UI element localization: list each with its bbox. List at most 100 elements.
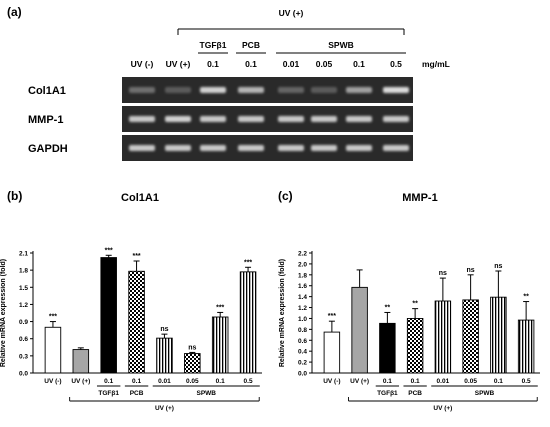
x-tick-label: UV (+): [350, 378, 369, 385]
significance-label: ns: [439, 270, 447, 277]
x-tick-label: UV (-): [323, 378, 340, 385]
group-label: TGFβ1: [98, 390, 119, 397]
gel-row-label: GAPDH: [28, 143, 68, 155]
significance-label: ***: [132, 253, 140, 260]
x-tick-label: 0.5: [244, 378, 253, 385]
y-tick-label: 1.4: [298, 294, 307, 301]
gel-band: [311, 116, 337, 122]
lane-label-bottom: 0.1: [353, 59, 365, 69]
bar: [517, 319, 535, 374]
panel-b-title: Col1A1: [121, 192, 159, 204]
gel-band: [311, 145, 337, 151]
group-label: SPWB: [197, 390, 217, 397]
gel-band: [278, 116, 304, 122]
significance-label: ns: [467, 267, 475, 274]
y-tick-label: 0.2: [298, 360, 307, 367]
bar: [100, 257, 117, 374]
x-tick-label: 0.1: [383, 378, 392, 385]
gel-band: [346, 87, 372, 93]
significance-label: ***: [105, 247, 113, 254]
significance-label: ***: [216, 304, 224, 311]
y-tick-label: 0.0: [19, 371, 28, 378]
group-label: PCB: [130, 390, 144, 397]
gel-band: [383, 145, 409, 151]
gel-band: [238, 87, 264, 93]
bar: [323, 331, 341, 374]
lane-label-top: UV (+): [166, 59, 191, 69]
bar: [351, 286, 368, 374]
x-tick-label: 0.5: [522, 378, 531, 385]
gel-band: [165, 87, 191, 93]
bar: [379, 322, 396, 374]
gel-band: [346, 145, 372, 151]
panel-c: (c) MMP-1 0.0 0.2 0.4 0.6 0.8 1.0 1.2 1.4 1.6 1.8…: [278, 189, 540, 412]
x-tick-label: 0.01: [158, 378, 171, 385]
panel-a: (a) UV (+) TGFβ1 PCB SPWB UV (-) UV (+) 0.…: [7, 5, 450, 161]
panel-c-letter: (c): [278, 189, 293, 203]
group-label: PCB: [408, 390, 422, 397]
group-label: SPWB: [475, 390, 495, 397]
bar: [211, 316, 229, 374]
x-tick-label: 0.1: [411, 378, 420, 385]
bar: [406, 318, 424, 374]
significance-label: **: [385, 304, 391, 311]
gel-band: [200, 116, 226, 122]
bar: [462, 299, 479, 374]
significance-label: ns: [160, 326, 168, 333]
x-tick-label: 0.05: [186, 378, 199, 385]
y-tick-label: 0.6: [298, 338, 307, 345]
x-tick-label: 0.1: [104, 378, 113, 385]
significance-label: ***: [244, 259, 252, 266]
significance-label: ***: [49, 314, 57, 321]
x-tick-label: 0.1: [216, 378, 225, 385]
bar: [434, 300, 452, 374]
bar: [490, 296, 507, 374]
bar: [184, 353, 201, 374]
gel-band: [346, 116, 372, 122]
significance-label: ***: [328, 313, 336, 320]
gel-band: [238, 116, 264, 122]
y-tick-label: 0.3: [19, 353, 28, 360]
y-tick-label: 1.0: [298, 316, 307, 323]
y-axis-label: Relative mRNA expression (fold): [0, 259, 7, 367]
y-tick-label: 1.8: [19, 268, 28, 275]
x-tick-label: UV (+): [71, 378, 90, 385]
gel-band: [383, 87, 409, 93]
y-tick-label: 0.4: [298, 349, 307, 356]
gel-band: [129, 87, 155, 93]
gel-band: [200, 145, 226, 151]
significance-label: ns: [494, 263, 502, 270]
bar: [128, 270, 145, 374]
y-tick-label: 0.0: [298, 371, 307, 378]
panel-b: (b) Col1A1 0.0 0.3 0.6 0.9 1.2 1.5 1.8 2.1 Relat…: [0, 189, 262, 412]
gel-row-label: MMP-1: [28, 114, 63, 126]
panel-a-tgf-label: TGFβ1: [200, 40, 227, 50]
gel-band: [200, 87, 226, 93]
lane-label-bottom: 0.01: [283, 59, 300, 69]
panel-a-spwb-label: SPWB: [328, 40, 354, 50]
significance-label: **: [412, 301, 418, 308]
lane-label-bottom: 0.5: [390, 59, 402, 69]
y-tick-label: 2.0: [298, 261, 307, 268]
y-tick-label: 2.2: [298, 251, 307, 258]
significance-label: ns: [188, 344, 196, 351]
lane-label-top: UV (-): [131, 59, 154, 69]
x-tick-label: 0.05: [464, 378, 477, 385]
y-tick-label: 1.8: [298, 272, 307, 279]
y-tick-label: 2.1: [19, 251, 28, 258]
gel-band: [311, 87, 337, 93]
gel-band: [129, 116, 155, 122]
x-tick-label: UV (-): [44, 378, 61, 385]
uv-plus-label: UV (+): [155, 405, 174, 412]
gel-band: [278, 145, 304, 151]
gel-band: [165, 116, 191, 122]
lane-label-bottom: 0.05: [316, 59, 333, 69]
bar: [156, 337, 173, 374]
group-label: TGFβ1: [377, 390, 398, 397]
y-axis-label: Relative mRNA expression (fold): [279, 259, 286, 367]
bar: [239, 271, 257, 374]
gel-row-label: Col1A1: [28, 85, 66, 97]
y-tick-label: 0.6: [19, 336, 28, 343]
gel-band: [278, 87, 304, 93]
